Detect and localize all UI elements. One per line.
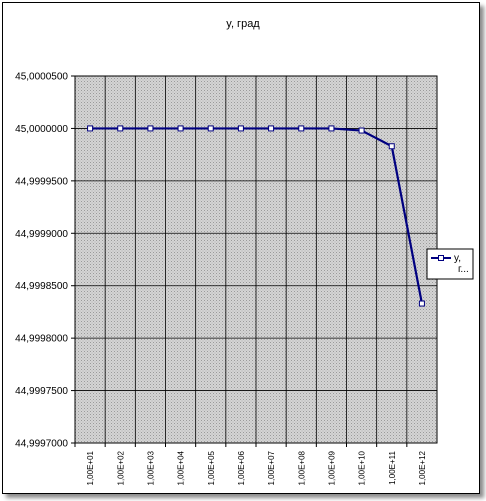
y-tick-label: 44,9999000 [15, 229, 68, 240]
x-tick-label: 1,00E+10 [358, 450, 367, 485]
x-tick-label: 1,00E+11 [388, 450, 397, 484]
series-line [90, 127, 423, 304]
y-tick-label: 44,9999500 [15, 176, 68, 187]
y-tick-label: 44,9997500 [15, 386, 68, 397]
legend-box [426, 248, 474, 280]
x-tick-label: 1,00E+08 [297, 450, 306, 485]
data-point [388, 143, 395, 150]
data-point [207, 125, 214, 132]
x-tick-label: 1,00E+05 [207, 450, 216, 485]
x-tick-label: 1,00E+12 [418, 450, 427, 485]
data-point [328, 125, 335, 132]
data-point [358, 127, 365, 134]
x-tick-label: 1,00E+06 [237, 450, 246, 485]
data-point [87, 125, 94, 132]
chart-title: y, град [226, 18, 260, 30]
y-tick-label: 44,9997000 [15, 439, 68, 450]
legend-label: y, г... [454, 253, 469, 275]
y-tick-label: 45,0000500 [15, 72, 68, 83]
x-tick-label: 1,00E+07 [267, 450, 276, 485]
data-point [268, 125, 275, 132]
legend: y, г... [426, 248, 474, 280]
legend-marker [438, 255, 444, 261]
x-tick-label: 1,00E+09 [327, 450, 336, 485]
x-tick-label: 1,00E+04 [177, 450, 186, 485]
y-tick-label: 45,0000000 [15, 124, 68, 135]
data-point [177, 125, 184, 132]
x-tick-label: 1,00E+03 [146, 450, 155, 485]
data-point [147, 125, 154, 132]
y-tick-label: 44,9998500 [15, 281, 68, 292]
x-tick-label: 1,00E+02 [116, 450, 125, 485]
data-point [298, 125, 305, 132]
y-tick-label: 44,9998000 [15, 334, 68, 345]
data-point [237, 125, 244, 132]
x-tick-label: 1,00E+01 [86, 450, 95, 485]
data-point [117, 125, 124, 132]
data-point [418, 300, 425, 307]
